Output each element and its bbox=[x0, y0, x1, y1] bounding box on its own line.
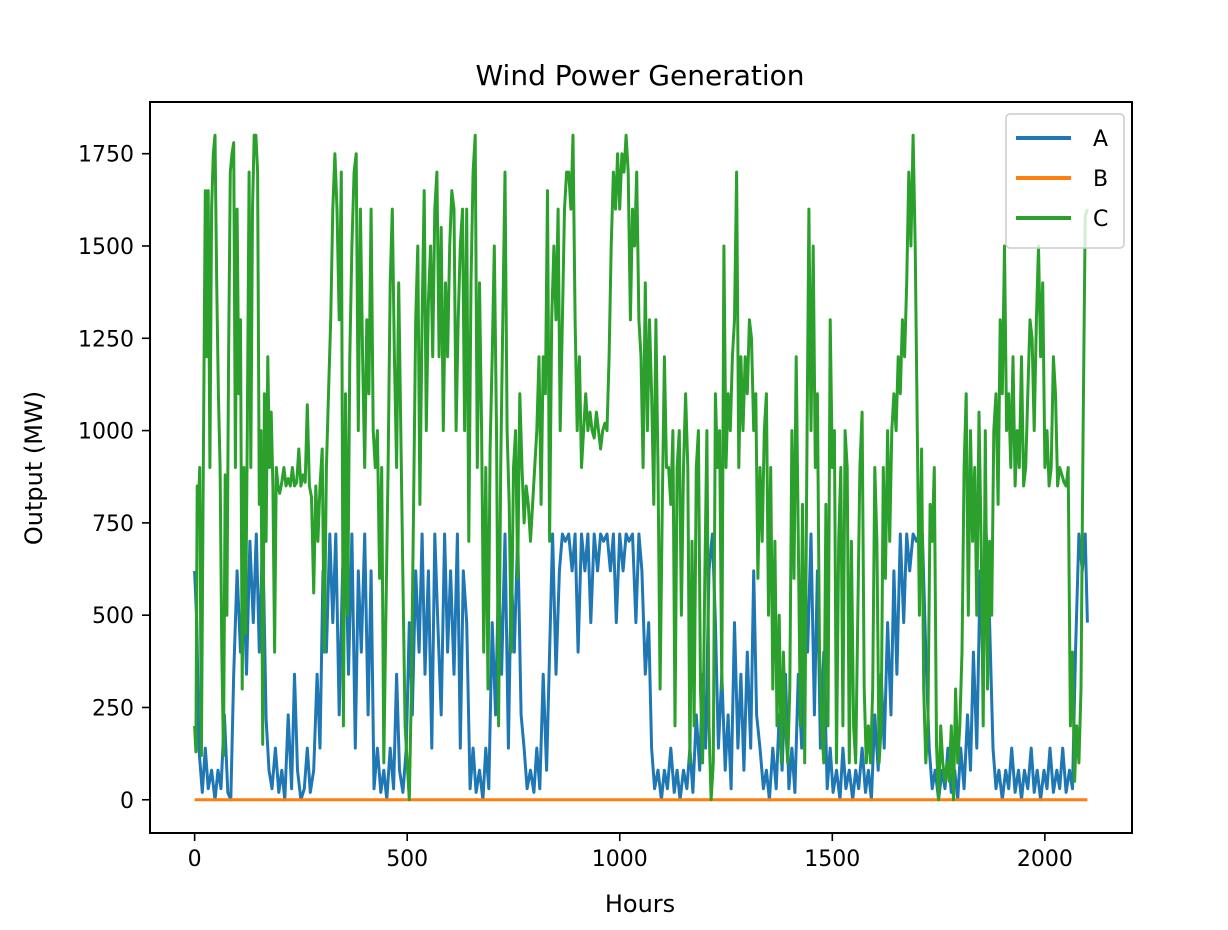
x-axis-label: Hours bbox=[605, 890, 675, 918]
y-axis-label: Output (MW) bbox=[20, 391, 48, 545]
x-tick-label: 1500 bbox=[804, 847, 860, 872]
series-line-c bbox=[193, 133, 1089, 802]
legend-label-a: A bbox=[1093, 127, 1108, 152]
x-tick-label: 1000 bbox=[592, 847, 648, 872]
legend: ABC bbox=[1005, 113, 1125, 249]
legend-box bbox=[1005, 113, 1125, 249]
y-axis-ticks: 0 250 500 750 1000 1250 1500 1750 bbox=[78, 143, 150, 814]
x-tick-label: 2000 bbox=[1017, 847, 1073, 872]
plot-frame bbox=[149, 101, 1133, 834]
x-tick-label: 500 bbox=[386, 847, 428, 872]
legend-label-c: C bbox=[1093, 207, 1108, 232]
y-tick-label: 750 bbox=[92, 512, 134, 537]
y-tick-label: 1250 bbox=[78, 327, 134, 352]
y-tick-label: 1750 bbox=[78, 143, 134, 168]
plot-lines bbox=[193, 133, 1089, 802]
legend-label-b: B bbox=[1093, 167, 1108, 192]
y-tick-label: 500 bbox=[92, 604, 134, 629]
y-tick-label: 250 bbox=[92, 696, 134, 721]
y-tick-label: 1000 bbox=[78, 420, 134, 445]
y-tick-label: 1500 bbox=[78, 235, 134, 260]
x-axis-ticks: 0 500 1000 1500 2000 bbox=[188, 833, 1073, 872]
chart-title: Wind Power Generation bbox=[475, 59, 804, 92]
y-tick-label: 0 bbox=[120, 789, 134, 814]
x-tick-label: 0 bbox=[188, 847, 202, 872]
